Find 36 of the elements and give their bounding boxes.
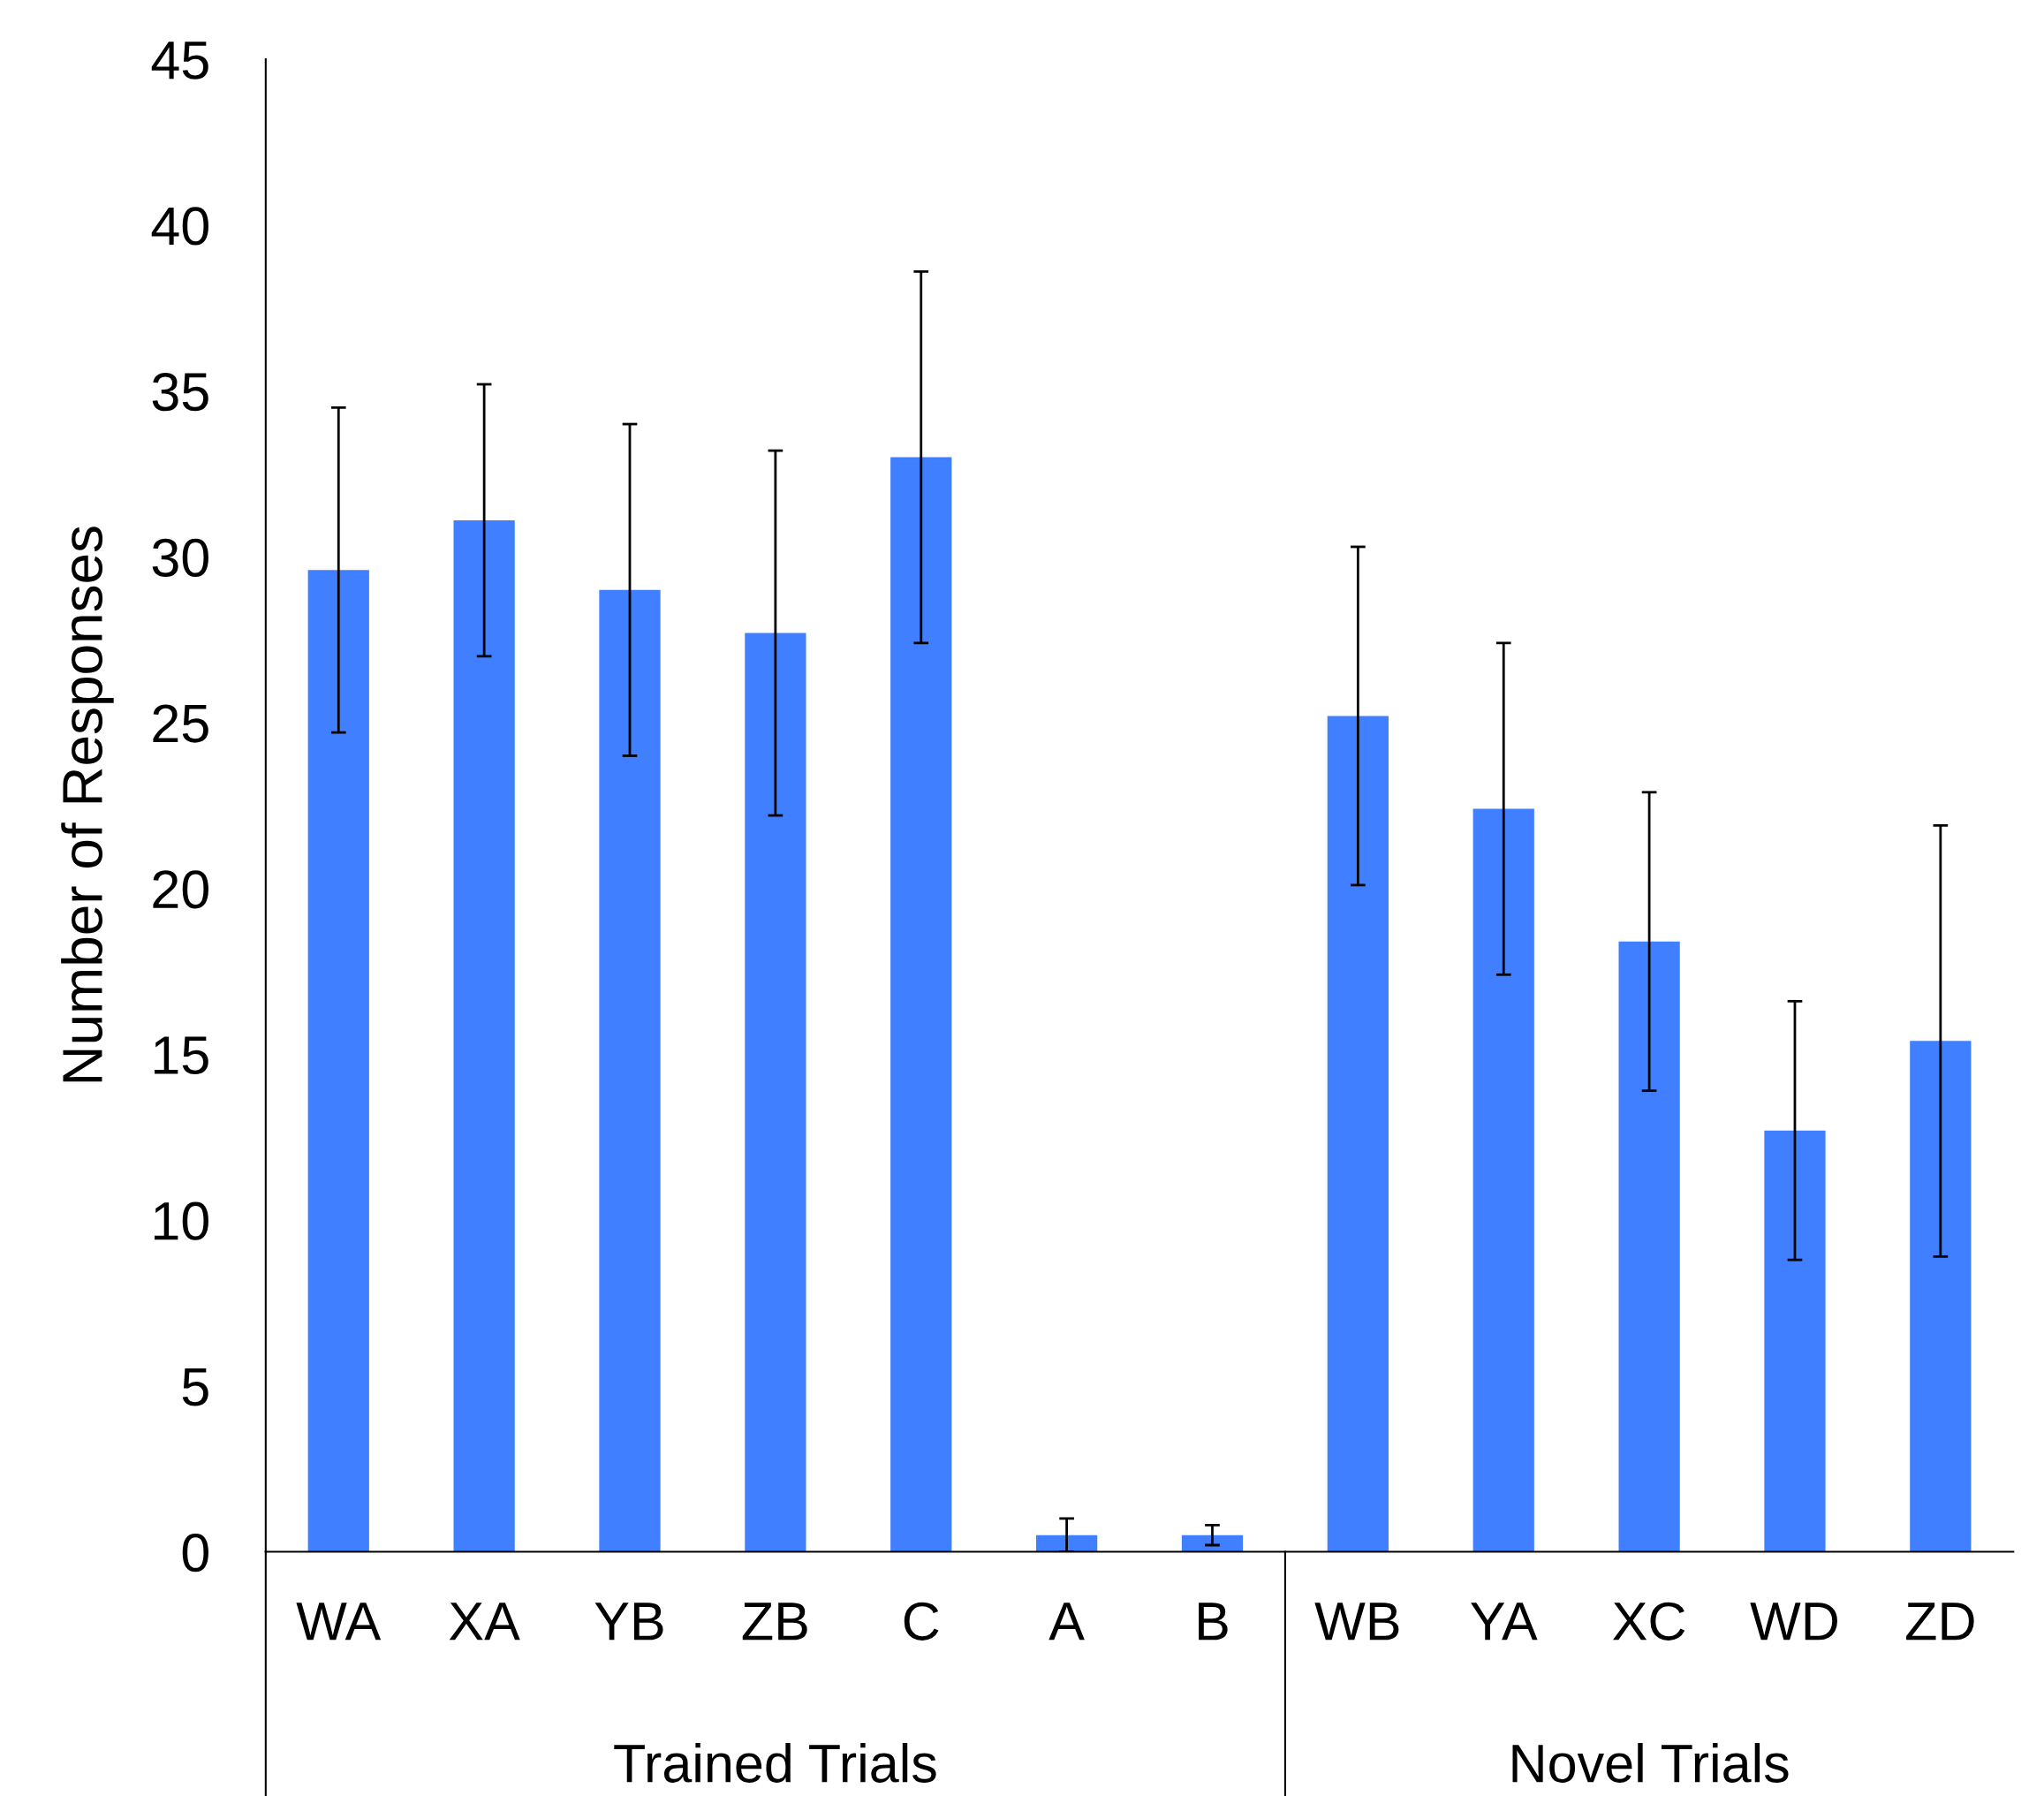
y-tick-label: 30: [152, 538, 208, 577]
bar: [599, 589, 661, 1552]
y-axis-title: Number of Responses: [61, 527, 114, 1082]
x-tick-label: WD: [1750, 1603, 1837, 1641]
bar: [1036, 1535, 1098, 1552]
x-tick-label: ZB: [742, 1603, 807, 1641]
bar: [1618, 941, 1680, 1552]
bar: [1472, 808, 1534, 1552]
bar: [1327, 716, 1389, 1552]
bar: [745, 633, 806, 1552]
x-tick-label: B: [1199, 1603, 1228, 1641]
y-tick-label: 15: [155, 1036, 208, 1075]
x-tick-label: XA: [449, 1603, 520, 1641]
y-tick-label: 40: [151, 207, 208, 246]
text: Trained Trials: [614, 1742, 936, 1783]
y-tick-label: 20: [153, 870, 208, 909]
y-tick-label: 35: [152, 372, 208, 412]
x-tick-label: YA: [1471, 1603, 1538, 1641]
bar: [890, 457, 952, 1552]
bar: [307, 570, 369, 1552]
bar: [1764, 1130, 1826, 1552]
bar: [1910, 1041, 1972, 1552]
y-tick-label: 0: [182, 1533, 208, 1572]
x-tick-label: A: [1048, 1603, 1085, 1641]
x-tick-label: WB: [1314, 1603, 1399, 1641]
x-tick-label: YB: [594, 1603, 663, 1641]
x-tick-label: ZD: [1906, 1603, 1974, 1641]
y-tick-label: 10: [155, 1201, 208, 1240]
text: Novel Trials: [1512, 1742, 1789, 1783]
x-tick-label: XC: [1613, 1602, 1685, 1641]
y-tick-label: 25: [153, 704, 208, 743]
y-tick-label: 45: [151, 42, 208, 80]
x-tick-label: C: [904, 1602, 939, 1641]
y-tick-label: 5: [182, 1368, 208, 1406]
x-tick-label: WA: [296, 1603, 382, 1641]
bar: [453, 519, 515, 1552]
